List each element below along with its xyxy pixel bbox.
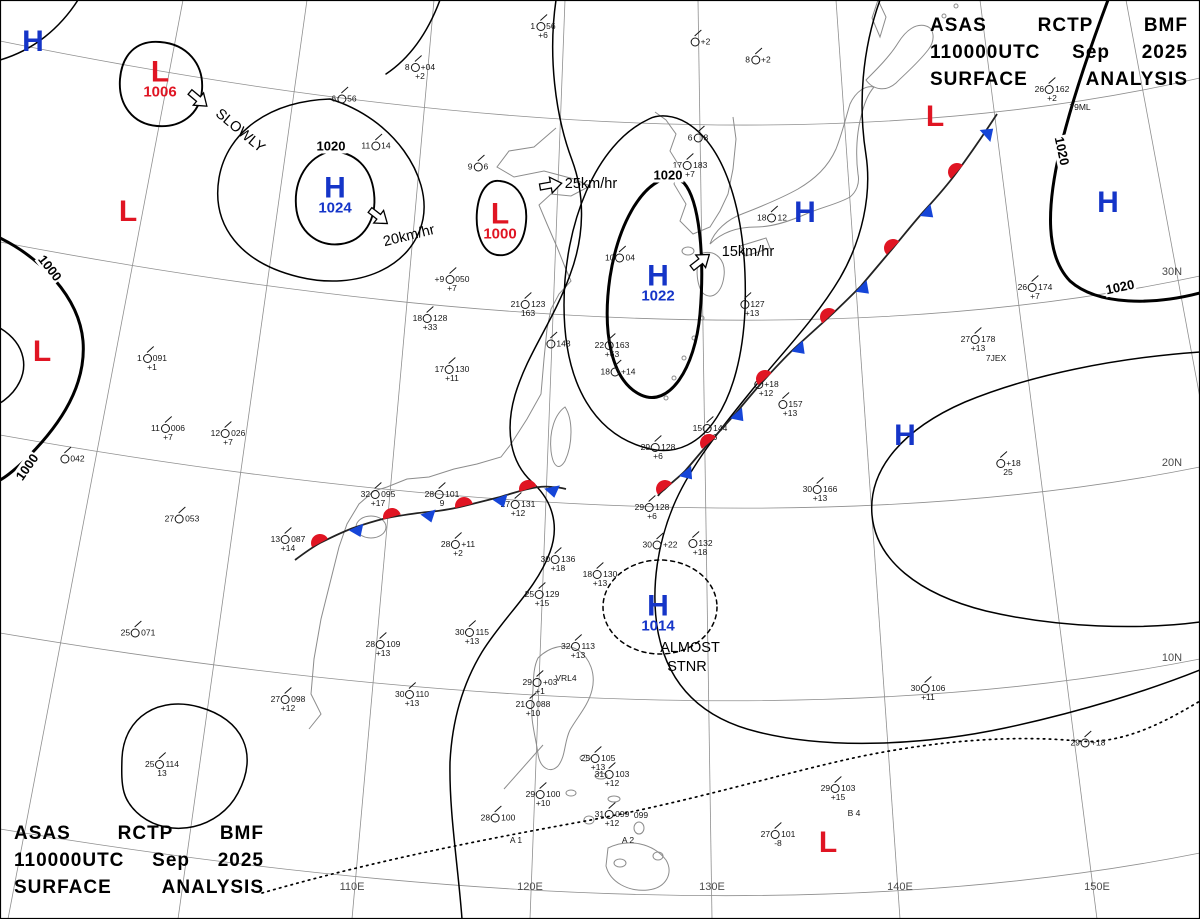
isobar-outer-h1022 bbox=[563, 115, 747, 452]
isobar-1020-right bbox=[1049, 0, 1200, 303]
front-lines bbox=[294, 113, 998, 561]
coast-visayas-1 bbox=[579, 754, 591, 762]
coast-visayas-3 bbox=[565, 789, 577, 797]
product-id: ASAS RCTP BMF bbox=[14, 823, 264, 844]
coast-sakhalin bbox=[871, 0, 887, 39]
meridian-130e bbox=[697, 0, 713, 919]
coast-ryukyu-5 bbox=[663, 395, 669, 401]
movement-arrow-15kmhr bbox=[689, 253, 711, 272]
coast-visayas-8 bbox=[613, 858, 627, 868]
isobar-center-long bbox=[449, 0, 583, 919]
title-block-bottom-left: ASAS RCTP BMF 110000UTC Sep 2025 SURFACE… bbox=[14, 820, 264, 901]
coast-shikoku bbox=[739, 237, 771, 257]
isobar-oval-l1000 bbox=[475, 179, 528, 257]
wind-arrows bbox=[187, 88, 711, 272]
chart-type: SURFACE ANALYSIS bbox=[930, 69, 1188, 90]
coast-korea bbox=[654, 111, 737, 235]
meridian-110e bbox=[351, 0, 435, 919]
isobar-1000-left bbox=[0, 236, 85, 482]
coast-luzon bbox=[531, 645, 594, 770]
isobar-bottomleft-oval bbox=[121, 703, 248, 830]
coast-jeju bbox=[681, 246, 695, 256]
coast-china-vietnam bbox=[308, 127, 592, 730]
meridian-100e bbox=[177, 0, 308, 919]
coast-visayas-7 bbox=[652, 851, 664, 861]
coast-kuril-2 bbox=[953, 3, 959, 9]
title-block-top-right: ASAS RCTP BMF 110000UTC Sep 2025 SURFACE… bbox=[930, 12, 1188, 93]
meridian-160e bbox=[1125, 0, 1200, 399]
isobar-outer-h1024 bbox=[217, 98, 425, 282]
coast-kuril-1 bbox=[941, 13, 947, 19]
coast-honshu bbox=[709, 86, 875, 245]
coast-ryukyu-3 bbox=[681, 355, 687, 361]
meridian-150e bbox=[979, 0, 1098, 919]
movement-arrow-20kmhr bbox=[367, 206, 389, 225]
coast-visayas-5 bbox=[583, 815, 595, 825]
movement-arrow-25kmhr bbox=[538, 176, 563, 195]
isobar-1020-h1024 bbox=[294, 150, 376, 246]
coast-palawan bbox=[503, 744, 544, 790]
chart-type: SURFACE ANALYSIS bbox=[14, 877, 264, 898]
parallel-40n bbox=[0, 40, 1200, 126]
isobar-front-side bbox=[654, 0, 1200, 745]
analysis-datetime: 110000UTC Sep 2025 bbox=[14, 850, 264, 871]
isobar-topmid bbox=[385, 0, 441, 75]
meridian-140e bbox=[835, 0, 901, 919]
coast-visayas-6 bbox=[633, 821, 645, 835]
coast-taiwan bbox=[550, 406, 572, 467]
meridian-90e bbox=[7, 0, 184, 919]
stationary-front-east bbox=[657, 113, 998, 497]
isobar-1020-h1022 bbox=[605, 176, 704, 399]
isobar-oval-l1006 bbox=[119, 41, 203, 128]
coast-mindanao bbox=[605, 842, 670, 891]
parallel-30n bbox=[0, 241, 1200, 321]
movement-arrow-slowly bbox=[187, 88, 208, 107]
coast-ryukyu-4 bbox=[671, 375, 677, 381]
analysis-datetime: 110000UTC Sep 2025 bbox=[930, 42, 1188, 63]
stationary-front-west bbox=[294, 485, 567, 561]
coast-kyushu bbox=[696, 251, 725, 297]
coast-visayas-4 bbox=[607, 795, 621, 803]
meridian-120e bbox=[529, 0, 566, 919]
parallel-0n bbox=[0, 828, 1200, 897]
isobar-dotted-south bbox=[261, 700, 1200, 894]
isobar-left-small bbox=[0, 327, 25, 404]
product-id: ASAS RCTP BMF bbox=[930, 15, 1188, 36]
coast-visayas-2 bbox=[594, 772, 608, 780]
parallel-20n bbox=[0, 434, 1200, 509]
parallel-10n bbox=[0, 632, 1200, 702]
coast-hokkaido bbox=[865, 24, 934, 90]
isobar-dashed-h1014 bbox=[602, 559, 718, 655]
isobar-pacific-sweep bbox=[871, 351, 1200, 628]
isobar-topleft bbox=[0, 0, 79, 61]
